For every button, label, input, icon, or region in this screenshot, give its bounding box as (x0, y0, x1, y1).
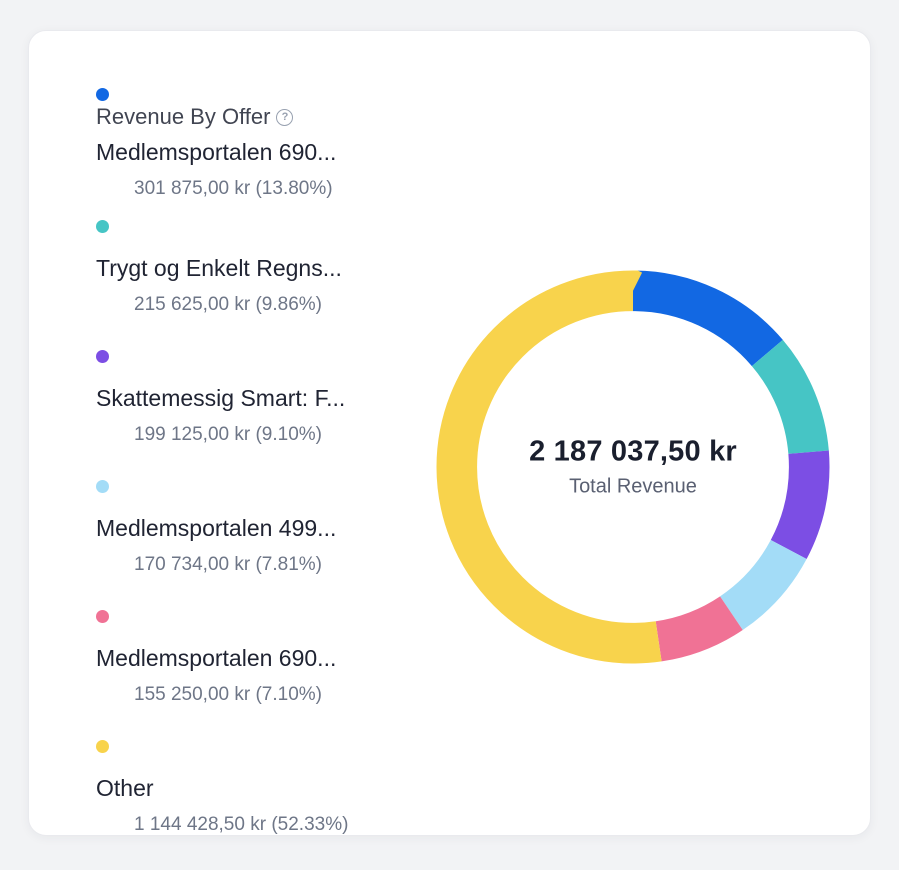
legend-label: Medlemsportalen 499... (96, 515, 337, 541)
legend-item: Skattemessig Smart: F... 199 125,00 kr (… (96, 350, 426, 448)
legend-dot (96, 88, 109, 101)
legend-label: Medlemsportalen 690... (96, 139, 337, 165)
legend-value: 155 250,00 kr (7.10%) (134, 684, 323, 705)
revenue-by-offer-card: Revenue By Offer ? Medlemsportalen 690..… (28, 30, 871, 836)
legend-item: Revenue By Offer ? Medlemsportalen 690..… (96, 88, 426, 202)
donut-center: 2 187 037,50 kr Total Revenue (483, 436, 783, 499)
legend-label: Other (96, 775, 154, 801)
donut-chart-svg (436, 270, 830, 664)
chart-legend: Revenue By Offer ? Medlemsportalen 690..… (96, 88, 426, 870)
legend-value: 215 625,00 kr (9.86%) (134, 294, 323, 315)
legend-dot (96, 610, 109, 623)
legend-item: Trygt og Enkelt Regns... 215 625,00 kr (… (96, 220, 426, 318)
legend-label: Trygt og Enkelt Regns... (96, 255, 342, 281)
legend-label: Medlemsportalen 690... (96, 645, 337, 671)
total-revenue-value: 2 187 037,50 kr (529, 435, 737, 468)
help-icon[interactable]: ? (276, 108, 294, 126)
page-title: Revenue By Offer (96, 104, 271, 129)
legend-dot (96, 350, 109, 363)
legend-item: Medlemsportalen 499... 170 734,00 kr (7.… (96, 480, 426, 578)
legend-dot (96, 480, 109, 493)
legend-dot (96, 220, 109, 233)
card-title-row: Revenue By Offer ? (96, 103, 426, 131)
legend-item: Medlemsportalen 690... 155 250,00 kr (7.… (96, 610, 426, 708)
donut-segment (436, 270, 830, 664)
legend-dot (96, 740, 109, 753)
donut-chart: 2 187 037,50 kr Total Revenue (435, 269, 831, 665)
donut-segment (436, 270, 830, 664)
total-revenue-label: Total Revenue (569, 475, 697, 498)
legend-value: 170 734,00 kr (7.81%) (134, 554, 323, 575)
legend-value: 1 144 428,50 kr (52.33%) (134, 814, 349, 835)
legend-value: 199 125,00 kr (9.10%) (134, 424, 323, 445)
legend-item: Other 1 144 428,50 kr (52.33%) (96, 740, 426, 838)
legend-value: 301 875,00 kr (13.80%) (134, 178, 333, 199)
legend-label: Skattemessig Smart: F... (96, 385, 346, 411)
